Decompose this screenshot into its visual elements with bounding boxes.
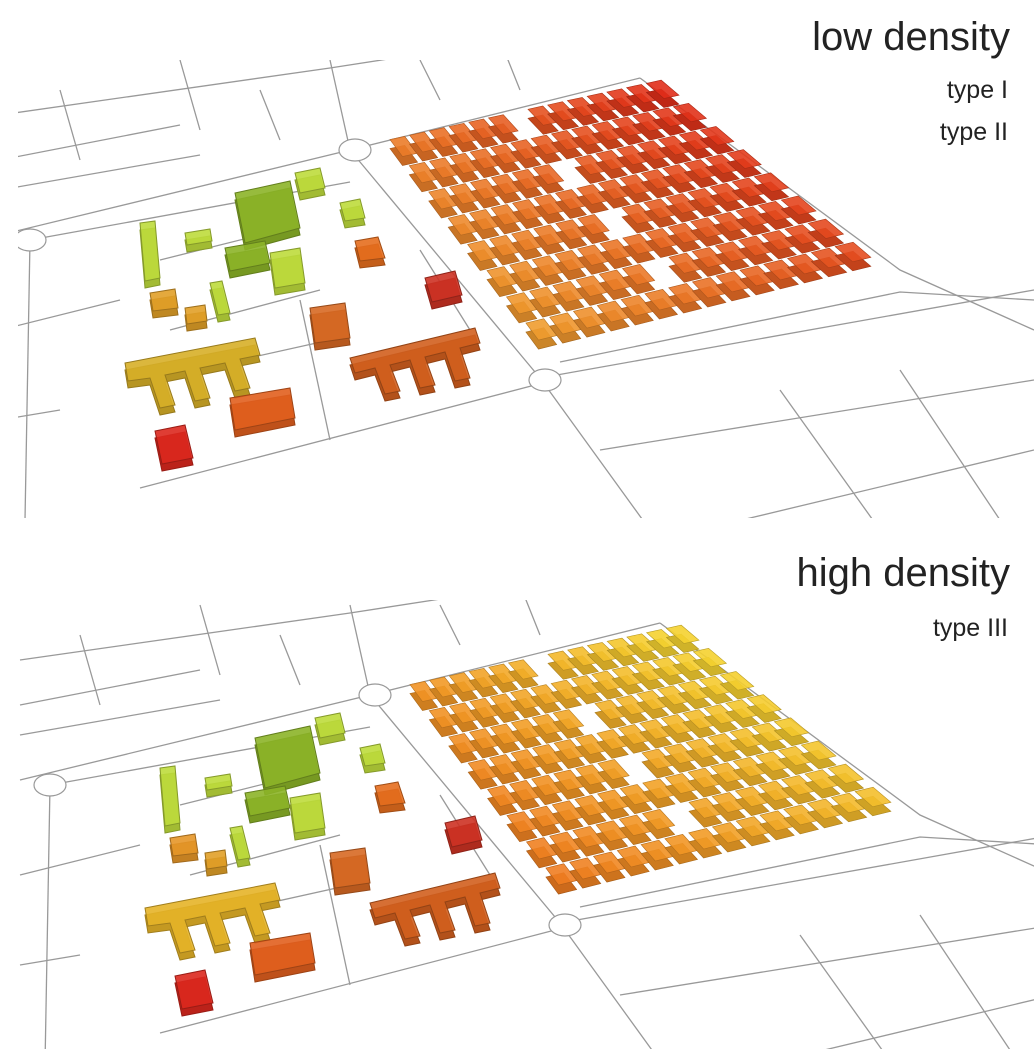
- road: [0, 155, 200, 190]
- type-label: type I: [947, 76, 1008, 104]
- building-roof: [140, 221, 160, 281]
- road: [20, 700, 220, 735]
- building-roof: [375, 782, 405, 806]
- road: [600, 380, 1034, 450]
- road: [180, 60, 200, 130]
- building-roof: [155, 425, 193, 464]
- roundabout: [359, 684, 391, 706]
- road: [900, 370, 1000, 520]
- road: [720, 995, 1034, 1049]
- building-roof: [355, 237, 385, 261]
- road: [920, 915, 1020, 1049]
- building-roof: [270, 248, 305, 288]
- building-roof: [295, 168, 325, 193]
- building-roof: [175, 970, 213, 1009]
- building-roof: [315, 713, 345, 738]
- map-panel: [0, 20, 1034, 530]
- building-roof: [170, 834, 198, 856]
- road: [60, 90, 80, 160]
- building-roof: [310, 303, 350, 343]
- scene: [0, 20, 1034, 1049]
- road: [260, 90, 280, 140]
- road: [0, 410, 60, 420]
- road: [45, 785, 50, 1049]
- road: [0, 300, 120, 330]
- road: [280, 635, 300, 685]
- building-roof: [185, 305, 207, 324]
- roundabout: [549, 914, 581, 936]
- road: [0, 20, 640, 115]
- road: [20, 670, 200, 705]
- road: [25, 240, 30, 520]
- road: [520, 585, 540, 635]
- building-roof: [330, 848, 370, 888]
- roundabout: [14, 229, 46, 251]
- road: [440, 605, 460, 645]
- type-label: type II: [940, 118, 1008, 146]
- road: [620, 925, 1034, 995]
- building-roof: [205, 850, 227, 869]
- building-roof: [160, 766, 180, 826]
- road: [420, 60, 440, 100]
- page: {"panels": [ {"title": "low density", "t…: [0, 0, 1034, 1049]
- map-panel: [20, 565, 1034, 1049]
- figure: low density type I type II high density …: [0, 0, 1034, 1049]
- type-label: type III: [933, 614, 1008, 642]
- roundabout: [529, 369, 561, 391]
- road: [80, 635, 100, 705]
- road: [20, 955, 80, 965]
- building-roof: [150, 289, 178, 311]
- road: [700, 450, 1034, 530]
- roundabout: [339, 139, 371, 161]
- building-roof: [360, 744, 385, 766]
- building-roof: [290, 793, 325, 833]
- road: [20, 845, 140, 875]
- road: [780, 390, 880, 530]
- building-roof: [340, 199, 365, 221]
- road: [20, 565, 660, 660]
- road: [0, 125, 180, 160]
- road: [200, 605, 220, 675]
- roundabout: [34, 774, 66, 796]
- road: [500, 40, 520, 90]
- panel-title: high density: [797, 551, 1010, 595]
- panel-title: low density: [812, 15, 1010, 59]
